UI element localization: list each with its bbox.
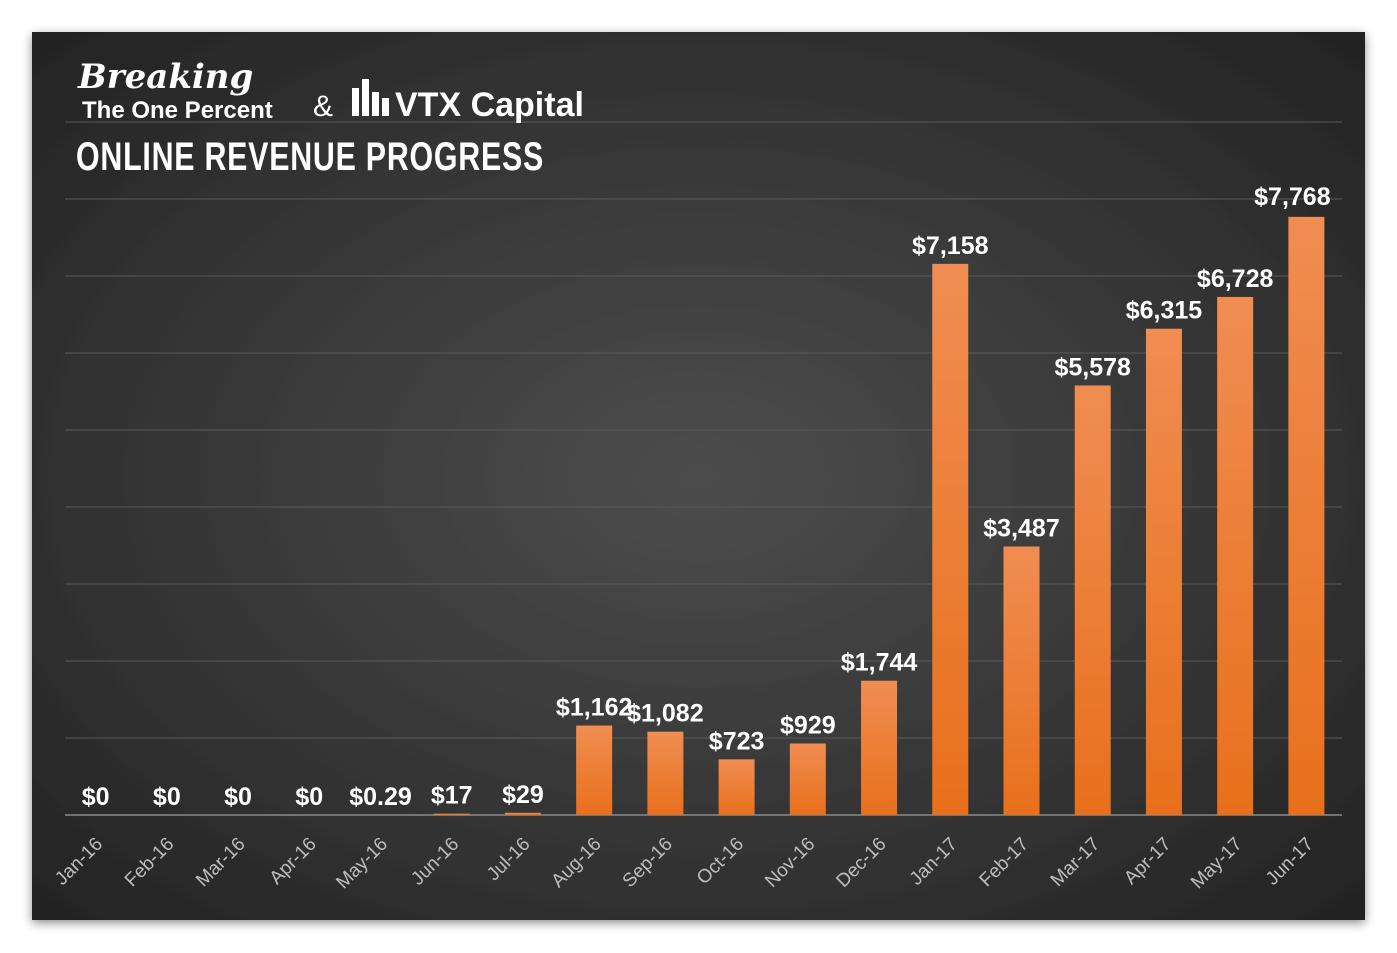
vtx-name: VTX Capital (395, 86, 584, 124)
bar (1217, 296, 1254, 816)
value-label: $5,578 (1054, 353, 1131, 381)
value-label: $3,487 (983, 515, 1059, 543)
value-label: $0 (224, 783, 252, 811)
value-label: $7,768 (1254, 183, 1331, 211)
bar (1003, 546, 1040, 815)
plot: $0Jan-16$0Feb-16$0Mar-16$0Apr-16$0.29May… (51, 121, 1342, 893)
value-label: $723 (709, 727, 765, 755)
brand-subname: The One Percent (82, 97, 273, 124)
value-label: $6,728 (1197, 265, 1274, 293)
value-label: $0.29 (349, 783, 412, 811)
brand-name: Breaking (77, 57, 253, 97)
vtx-icon (352, 79, 389, 116)
value-label: $0 (153, 783, 181, 811)
bar (576, 725, 613, 815)
panel (32, 32, 1365, 920)
value-label: $0 (295, 783, 323, 811)
bar (647, 731, 684, 815)
value-label: $1,082 (627, 700, 703, 728)
value-label: $1,162 (556, 694, 632, 722)
ampersand: & (313, 90, 333, 123)
value-label: $17 (431, 782, 473, 810)
bar (1074, 385, 1111, 815)
bar (932, 263, 969, 816)
value-label: $7,158 (912, 232, 989, 260)
value-label: $1,744 (841, 649, 918, 677)
value-label: $929 (780, 711, 836, 739)
bar (861, 680, 898, 815)
value-label: $6,315 (1126, 297, 1203, 325)
value-label: $0 (82, 783, 110, 811)
bar (1288, 216, 1325, 815)
bar (1145, 328, 1182, 815)
bar (433, 813, 470, 815)
bar (718, 759, 755, 815)
value-label: $29 (502, 781, 544, 809)
bar (504, 812, 541, 815)
bar (789, 743, 826, 815)
chart-title: ONLINE REVENUE PROGRESS (76, 135, 544, 179)
